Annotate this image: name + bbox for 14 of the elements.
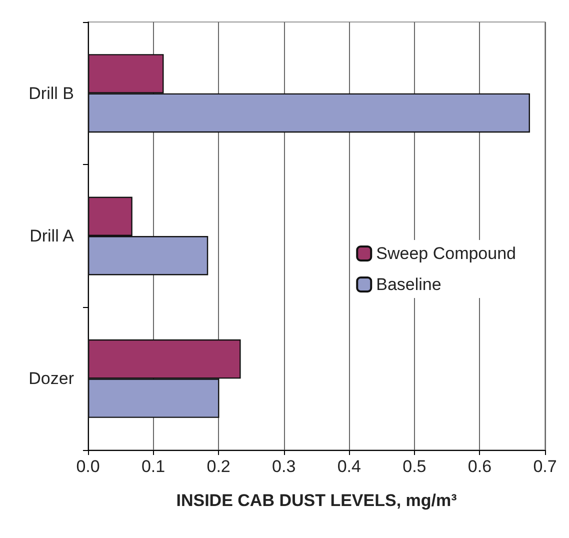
y-tick-label: Drill B xyxy=(28,84,74,103)
x-tick-label: 0.4 xyxy=(337,457,361,476)
x-tick-label: 0.6 xyxy=(468,457,492,476)
y-tick-label: Dozer xyxy=(28,369,74,388)
legend-label: Sweep Compound xyxy=(376,244,516,263)
x-tick-label: 0.7 xyxy=(533,457,557,476)
legend-label: Baseline xyxy=(376,275,442,294)
x-tick-label: 0.3 xyxy=(272,457,296,476)
y-tick-label: Drill A xyxy=(30,226,75,246)
x-tick-label: 0.0 xyxy=(76,457,100,476)
x-tick-label: 0.5 xyxy=(402,457,426,476)
x-axis-title: INSIDE CAB DUST LEVELS, mg/m³ xyxy=(176,491,458,510)
x-tick-label: 0.2 xyxy=(206,457,230,476)
x-tick-label: 0.1 xyxy=(141,457,166,476)
